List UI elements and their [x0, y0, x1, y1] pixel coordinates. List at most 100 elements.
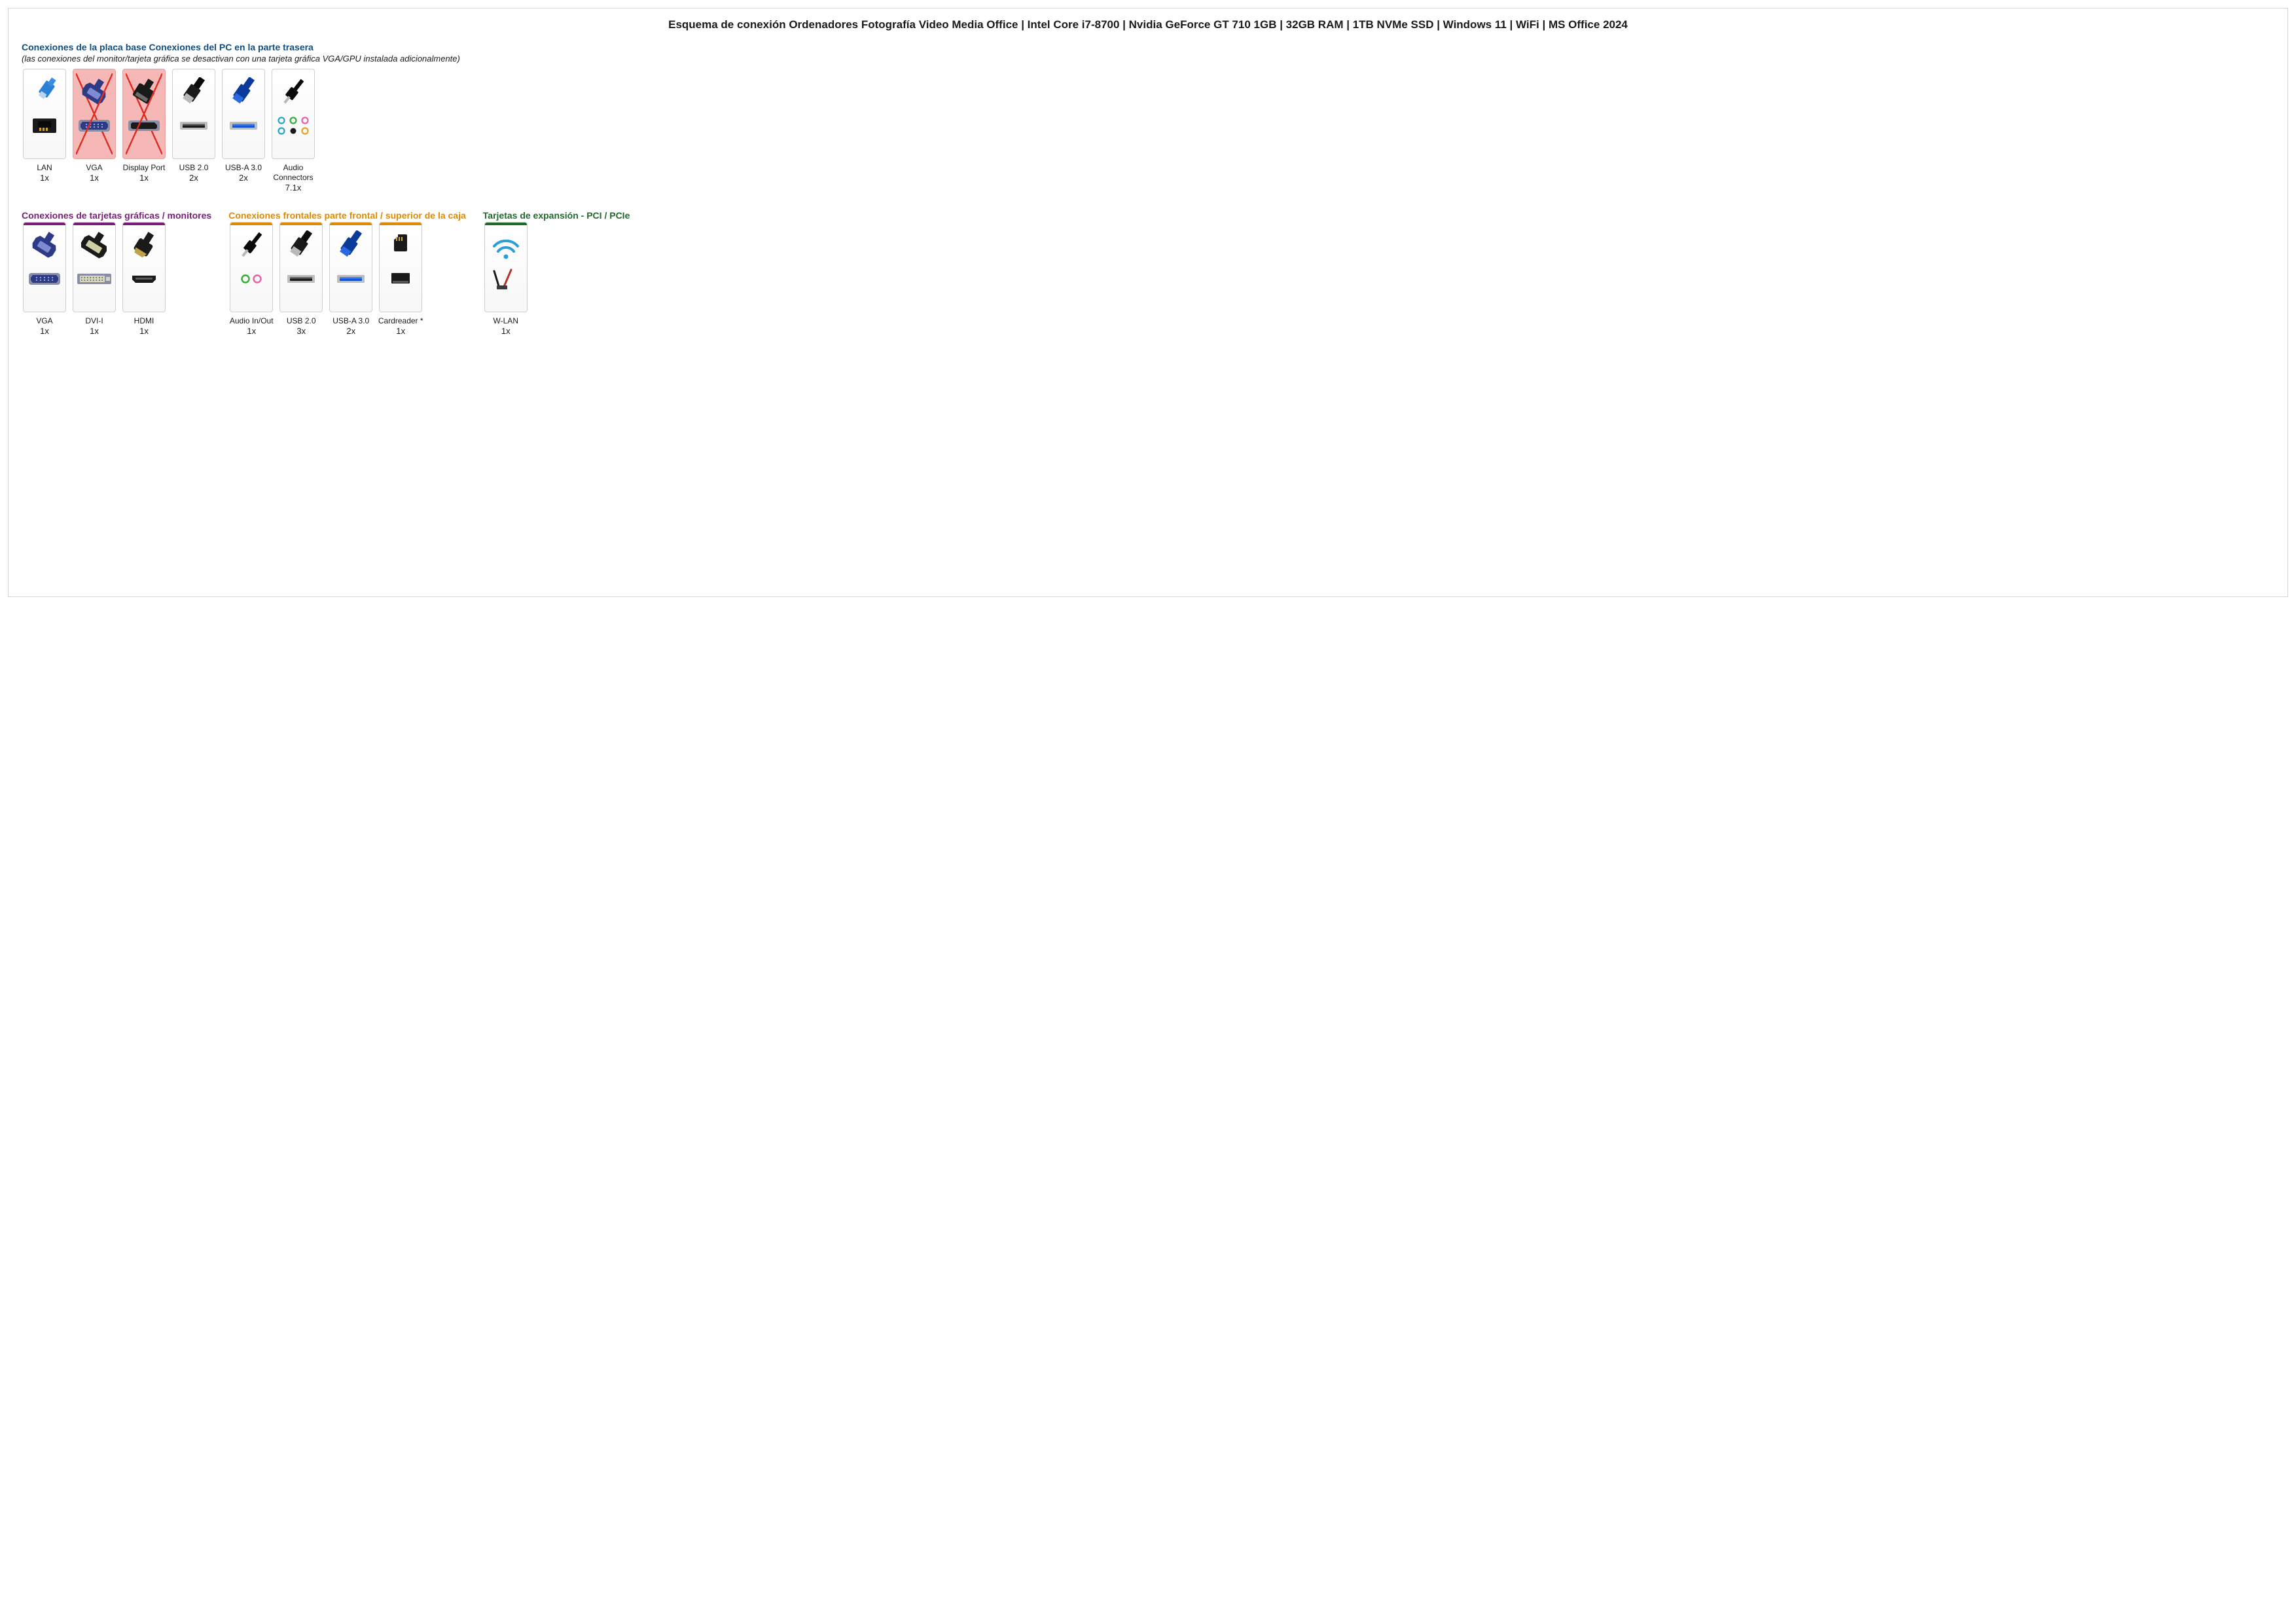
port-label-name: VGA — [36, 316, 52, 325]
port-item: USB 2.02x — [171, 69, 217, 193]
section-expansion-row: W-LAN1x — [483, 222, 630, 337]
audiojack-plug-icon — [233, 227, 270, 262]
port-label: Audio In/Out1x — [230, 316, 274, 337]
section-gpu: Conexiones de tarjetas gráficas / monito… — [22, 210, 211, 337]
hdmi-plug-icon — [126, 227, 162, 262]
port-label: USB-A 3.02x — [332, 316, 369, 337]
port-label-name: Audio Connectors — [273, 163, 313, 182]
port-label-name: USB 2.0 — [179, 163, 209, 172]
lower-sections-row: Conexiones de tarjetas gráficas / monito… — [22, 210, 2274, 354]
port-label-name: USB-A 3.0 — [332, 316, 369, 325]
vga-card — [23, 222, 66, 312]
lan-port-icon — [26, 109, 63, 143]
usb3-card — [222, 69, 265, 159]
port-label-name: USB-A 3.0 — [225, 163, 262, 172]
port-label: VGA1x — [36, 316, 52, 337]
card-accent-bar — [380, 223, 422, 225]
audiojack-card — [230, 222, 273, 312]
port-label-name: HDMI — [134, 316, 154, 325]
port-item: DVI-I1x — [71, 222, 117, 337]
vga-plug-icon — [76, 73, 113, 109]
port-label-name: LAN — [37, 163, 52, 172]
port-label-count: 1x — [123, 173, 166, 183]
vga-port-icon — [76, 109, 113, 143]
section-gpu-row: VGA1x DVI-I1x HDMI1x — [22, 222, 211, 337]
port-label: HDMI1x — [134, 316, 154, 337]
hdmi-port-icon — [126, 262, 162, 296]
port-label-name: Audio In/Out — [230, 316, 274, 325]
card-accent-bar — [485, 223, 527, 225]
wlan-plug-icon — [488, 227, 524, 262]
port-label-count: 1x — [230, 326, 274, 337]
port-label: USB 2.02x — [179, 163, 209, 183]
port-label: USB 2.03x — [287, 316, 316, 337]
port-label-count: 1x — [86, 173, 102, 183]
card-accent-bar — [280, 223, 322, 225]
usb2-port-icon — [283, 262, 319, 296]
section-motherboard-row: LAN1x VGA1x Display Port1x — [22, 69, 2274, 193]
wlan-port-icon — [488, 262, 524, 296]
usb2-plug-icon — [283, 227, 319, 262]
port-label: Cardreader *1x — [378, 316, 423, 337]
card-accent-bar — [230, 223, 272, 225]
usb3-port-icon — [225, 109, 262, 143]
dvi-card — [73, 222, 116, 312]
cardreader-port-icon — [382, 262, 419, 296]
card-accent-bar — [24, 223, 65, 225]
card-accent-bar — [330, 223, 372, 225]
port-label-count: 3x — [287, 326, 316, 337]
audiojack-port-icon — [233, 262, 270, 296]
cardreader-card — [379, 222, 422, 312]
port-label-count: 2x — [225, 173, 262, 183]
cardreader-plug-icon — [382, 227, 419, 262]
section-expansion: Tarjetas de expansión - PCI / PCIe W-LAN… — [483, 210, 630, 337]
usb2-plug-icon — [175, 73, 212, 109]
usb3-plug-icon — [225, 73, 262, 109]
section-front-row: Audio In/Out1x USB 2.03x USB-A 3.02x — [228, 222, 466, 337]
port-label-name: USB 2.0 — [287, 316, 316, 325]
audio71-plug-icon — [275, 73, 312, 109]
section-gpu-heading: Conexiones de tarjetas gráficas / monito… — [22, 210, 211, 221]
port-item: VGA1x — [22, 222, 67, 337]
port-label-count: 1x — [37, 173, 52, 183]
port-label-count: 1x — [378, 326, 423, 337]
port-item: USB-A 3.02x — [221, 69, 266, 193]
port-item: Cardreader *1x — [378, 222, 423, 337]
port-item: VGA1x — [71, 69, 117, 193]
audio71-card — [272, 69, 315, 159]
port-item: HDMI1x — [121, 222, 167, 337]
port-label: W-LAN1x — [493, 316, 518, 337]
usb3-plug-icon — [332, 227, 369, 262]
port-item: LAN1x — [22, 69, 67, 193]
port-label-count: 7.1x — [270, 183, 316, 193]
port-label-name: Cardreader * — [378, 316, 423, 325]
port-label-count: 1x — [85, 326, 103, 337]
wlan-card — [484, 222, 528, 312]
port-item: Audio Connectors7.1x — [270, 69, 316, 193]
displayport-port-icon — [126, 109, 162, 143]
section-expansion-heading: Tarjetas de expansión - PCI / PCIe — [483, 210, 630, 221]
usb2-port-icon — [175, 109, 212, 143]
port-label: Display Port1x — [123, 163, 166, 183]
section-front-heading: Conexiones frontales parte frontal / sup… — [228, 210, 466, 221]
card-accent-bar — [73, 223, 115, 225]
port-label-count: 1x — [36, 326, 52, 337]
port-label-name: W-LAN — [493, 316, 518, 325]
port-item: USB 2.03x — [278, 222, 324, 337]
displayport-plug-icon — [126, 73, 162, 109]
port-item: USB-A 3.02x — [328, 222, 374, 337]
port-item: Display Port1x — [121, 69, 167, 193]
port-label-count: 1x — [134, 326, 154, 337]
audio71-port-icon — [275, 109, 312, 143]
section-motherboard: Conexiones de la placa base Conexiones d… — [22, 42, 2274, 193]
vga-card — [73, 69, 116, 159]
port-item: Audio In/Out1x — [228, 222, 274, 337]
section-motherboard-subtitle: (las conexiones del monitor/tarjeta gráf… — [22, 54, 2274, 64]
port-label: DVI-I1x — [85, 316, 103, 337]
port-label-name: VGA — [86, 163, 102, 172]
lan-card — [23, 69, 66, 159]
port-label: LAN1x — [37, 163, 52, 183]
card-accent-bar — [123, 223, 165, 225]
port-label: USB-A 3.02x — [225, 163, 262, 183]
section-motherboard-heading: Conexiones de la placa base Conexiones d… — [22, 42, 2274, 52]
